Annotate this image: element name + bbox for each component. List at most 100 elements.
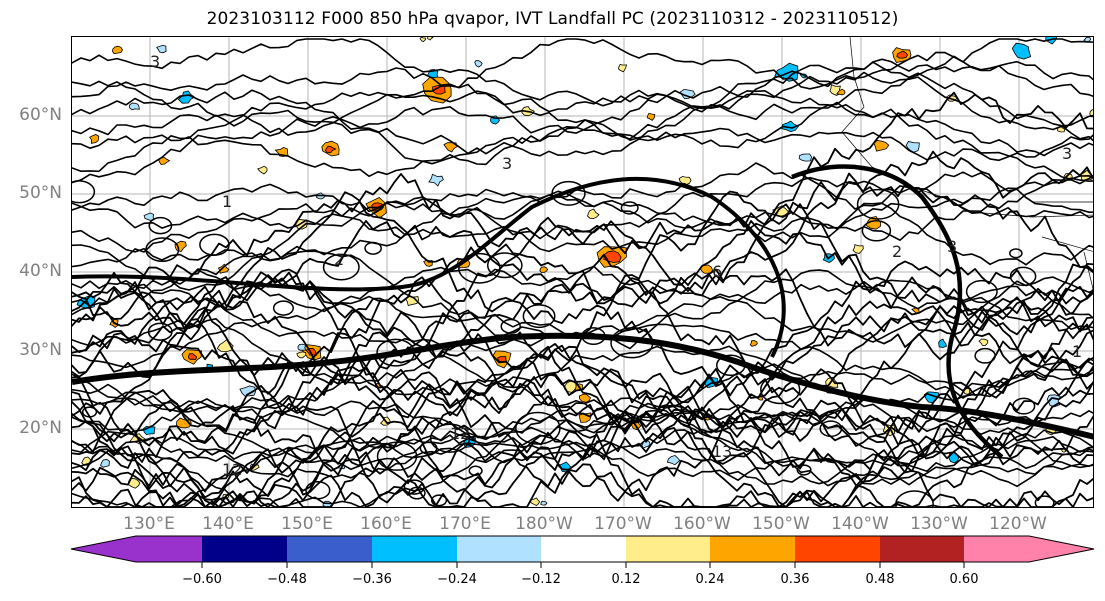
qvapor-patch	[100, 458, 110, 468]
ivt-contour-ring	[819, 420, 843, 438]
ivt-contour-ring	[974, 347, 996, 364]
lon-label: 180°W	[515, 514, 573, 534]
qvapor-patch	[617, 64, 628, 73]
ivt-contour-ring	[1012, 397, 1036, 415]
lat-label: 50°N	[19, 183, 62, 203]
qvapor-patch	[188, 353, 198, 360]
colorbar-cell	[202, 536, 287, 562]
lon-label: 130°E	[123, 514, 175, 534]
lon-label: 150°W	[752, 514, 810, 534]
lon-label: 150°E	[281, 514, 333, 534]
ivt-contour-ring	[376, 338, 416, 367]
ivt-contour	[72, 55, 1093, 184]
qvapor-patch	[428, 173, 444, 187]
qvapor-patch	[256, 165, 268, 175]
ivt-contour	[72, 38, 1093, 131]
ivt-contour	[72, 271, 1093, 435]
qvapor-patch	[158, 157, 171, 165]
qvapor-patch	[896, 50, 909, 59]
qvapor-patch	[852, 244, 864, 254]
colorbar-cell	[541, 536, 626, 562]
ivt-contour-ring	[199, 233, 230, 256]
qvapor-patch	[836, 88, 846, 96]
contour-label: 3	[947, 237, 957, 256]
qvapor-patch	[678, 176, 692, 186]
contour-label: 12	[450, 424, 470, 443]
ivt-contour	[72, 216, 1093, 413]
lon-label: 120°W	[989, 514, 1047, 534]
contour-label: 1	[1072, 342, 1082, 361]
lon-label: 170°W	[594, 514, 652, 534]
ivt-contour	[72, 244, 1093, 343]
colorbar	[70, 535, 1095, 568]
colorbar-cell	[795, 536, 880, 562]
colorbar-tick-label: −0.24	[437, 572, 477, 587]
ivt-contour-ring	[147, 322, 173, 341]
qvapor-patch	[905, 141, 920, 153]
ivt-contour-ring	[620, 201, 639, 215]
ivt-contour-ring	[551, 180, 586, 206]
ivt-contour-ring	[145, 237, 180, 263]
contour-label: 3	[1062, 144, 1072, 163]
ivt-contour-ring	[760, 374, 801, 405]
qvapor-patch	[239, 385, 257, 397]
qvapor-patch	[174, 240, 187, 253]
colorbar-tick-label: −0.60	[182, 572, 222, 587]
ivt-contours	[72, 38, 1093, 507]
ivt-contour-ring	[81, 406, 98, 418]
ivt-contour-ring	[1034, 495, 1055, 507]
lon-label: 170°E	[439, 514, 491, 534]
lon-label: 140°W	[831, 514, 889, 534]
ivt-contour	[72, 101, 1093, 180]
ivt-contour	[72, 344, 1093, 507]
ivt-contour	[72, 297, 1093, 451]
colorbar-tick-label: −0.48	[267, 572, 307, 587]
qvapor-patch	[749, 340, 758, 347]
ivt-contour-plume	[72, 176, 786, 358]
qvapor-patch	[873, 139, 890, 152]
ivt-contour-ring	[1009, 266, 1037, 287]
ivt-contour	[72, 263, 1093, 507]
colorbar-cell	[710, 536, 795, 562]
ivt-contour-ring	[376, 441, 418, 471]
ivt-contour	[72, 380, 1093, 507]
ivt-contour-ring	[430, 494, 448, 507]
ivt-contour-ring	[458, 252, 501, 284]
ivt-contour-ring	[1009, 248, 1023, 259]
colorbar-tick-label: 0.36	[780, 572, 810, 587]
ivt-contour	[72, 318, 1093, 399]
ivt-contour	[72, 150, 1093, 299]
qvapor-patch	[603, 250, 622, 263]
qvapor-patch	[419, 37, 427, 42]
map-plot: 3 3 2 1 6 12 12 13 3 3 2 1	[72, 37, 1093, 507]
ivt-contour	[72, 360, 1093, 507]
colorbar-cell	[457, 536, 541, 562]
ivt-contour	[72, 345, 1093, 507]
ivt-contour-plume	[791, 164, 1004, 459]
qvapor-patch	[324, 145, 337, 154]
ivt-contour	[72, 61, 1093, 173]
qvapor-patch	[474, 60, 483, 68]
qvapor-patch	[156, 44, 167, 54]
ivt-contour-ring	[610, 327, 654, 359]
ivt-contour-ring	[72, 180, 96, 204]
qvapor-patch	[798, 153, 813, 162]
ivt-contour	[72, 243, 1093, 465]
contour-label: 6	[712, 262, 722, 281]
ivt-contour	[72, 91, 1093, 353]
lon-label: 160°W	[673, 514, 731, 534]
ivt-contour	[72, 291, 1093, 447]
ivt-contour-ring	[965, 279, 998, 304]
qvapor-patch	[539, 266, 549, 273]
qvapor-patch	[1057, 126, 1066, 133]
colorbar-extend-low	[71, 536, 202, 562]
qvapor-patch	[666, 454, 681, 466]
contour-labels: 3 3 2 1 6 12 12 13 3 3 2 1	[150, 52, 1082, 479]
ivt-contour-ring	[861, 220, 892, 242]
colorbar-cell	[287, 536, 372, 562]
qvapor-patch	[296, 351, 307, 359]
ivt-contour	[72, 58, 1093, 113]
colorbar-extend-high	[964, 536, 1094, 562]
ivt-contour-ring	[468, 465, 483, 477]
colorbar-outline	[70, 535, 1095, 563]
